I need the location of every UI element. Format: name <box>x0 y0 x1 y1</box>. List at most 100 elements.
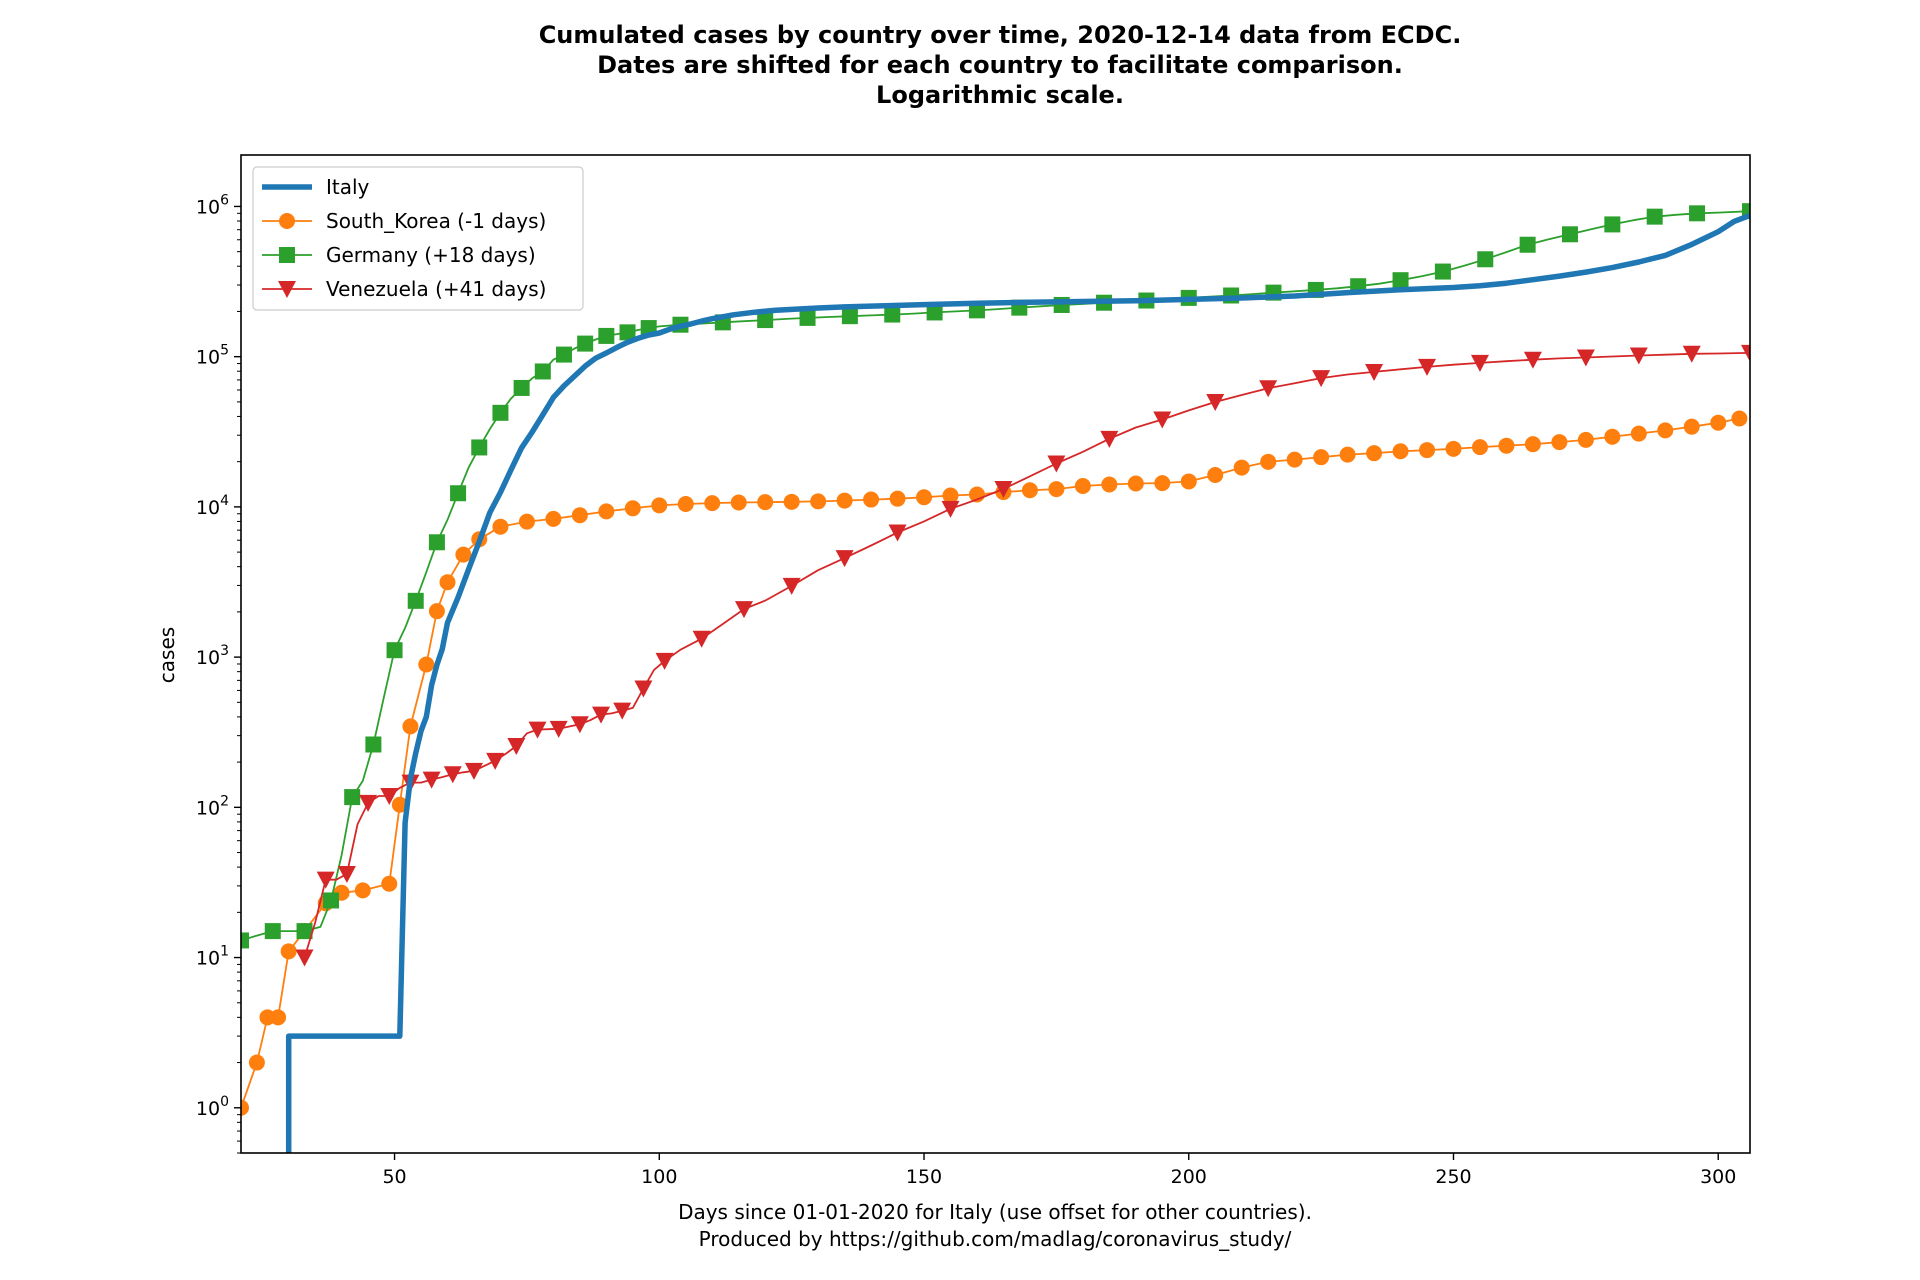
chart-title-line-1: Cumulated cases by country over time, 20… <box>539 21 1462 49</box>
series-point-2-82 <box>1604 216 1621 233</box>
series-point-3-26 <box>570 716 589 734</box>
series-point-1-30 <box>836 492 853 509</box>
series-point-1-33 <box>916 489 933 506</box>
series-point-1-20 <box>571 507 588 524</box>
series-point-3-34 <box>655 652 674 670</box>
series-point-3-20 <box>507 738 526 756</box>
series-point-1-39 <box>1074 478 1091 495</box>
series-point-2-16 <box>428 534 445 551</box>
series-point-2-76 <box>1477 251 1494 268</box>
series-point-1-28 <box>783 493 800 510</box>
series-point-2-20 <box>471 439 488 456</box>
series-point-3-8 <box>380 787 399 805</box>
series-point-1-27 <box>757 494 774 511</box>
x-axis-label-line-1: Days since 01-01-2020 for Italy (use off… <box>678 1200 1312 1224</box>
series-point-1-37 <box>1021 482 1038 499</box>
series-point-2-74 <box>1434 263 1451 280</box>
series-point-2-22 <box>492 404 509 421</box>
x-axis-label-line-2: Produced by https://github.com/madlag/co… <box>699 1227 1292 1251</box>
series-point-3-50 <box>1047 455 1066 473</box>
series-line-0 <box>285 212 1750 1153</box>
x-tick-label-2: 150 <box>906 1166 942 1188</box>
series-point-1-14 <box>439 574 456 591</box>
series-point-3-28 <box>592 706 611 724</box>
y-tick-label-2: 102 <box>196 793 229 819</box>
series-point-2-2 <box>264 923 281 940</box>
series-point-3-52 <box>1100 430 1119 448</box>
series-point-1-53 <box>1445 440 1462 457</box>
series-point-1-60 <box>1630 425 1647 442</box>
series-point-2-34 <box>619 324 636 341</box>
series-point-1-34 <box>942 487 959 504</box>
series-point-3-48 <box>994 480 1013 498</box>
series-point-2-50 <box>926 304 943 321</box>
x-tick-label-0: 50 <box>382 1166 406 1188</box>
legend-marker-3 <box>278 281 296 298</box>
series-point-3-2 <box>316 871 335 889</box>
series-point-1-56 <box>1524 436 1541 453</box>
series-point-1-52 <box>1419 442 1436 459</box>
series-point-1-4 <box>280 943 297 960</box>
series-point-3-38 <box>735 601 753 619</box>
series-point-2-52 <box>968 302 985 319</box>
series-point-1-12 <box>418 656 435 673</box>
series-point-2-48 <box>884 306 901 323</box>
series-point-1-23 <box>651 497 668 514</box>
series-point-1-8 <box>354 882 371 899</box>
series-point-2-28 <box>555 346 572 363</box>
series-point-3-18 <box>486 752 505 770</box>
series-point-3-76 <box>1741 344 1750 362</box>
series-point-1-47 <box>1286 451 1303 468</box>
series-point-3-40 <box>782 577 801 595</box>
series-point-1-9 <box>381 875 398 892</box>
series-point-2-32 <box>598 327 615 344</box>
series-point-2-30 <box>577 335 594 352</box>
series-point-3-16 <box>464 762 483 780</box>
legend-marker-1 <box>279 213 295 229</box>
series-point-3-36 <box>692 630 711 648</box>
series-point-2-80 <box>1561 226 1578 243</box>
series-point-3-74 <box>1682 345 1701 363</box>
series-point-3-66 <box>1470 354 1489 372</box>
legend-label-3: Venezuela (+41 days) <box>326 277 546 301</box>
series-point-1-64 <box>1731 410 1748 427</box>
series-point-2-72 <box>1392 272 1409 289</box>
series-point-1-55 <box>1498 437 1515 454</box>
y-tick-label-5: 105 <box>196 343 229 369</box>
y-tick-label-4: 104 <box>196 493 229 519</box>
series-point-3-56 <box>1206 394 1225 412</box>
series-point-3-0 <box>295 949 314 967</box>
y-axis: 100 101 102 103 104 105 106 <box>196 192 241 1154</box>
series-point-1-45 <box>1233 459 1250 476</box>
y-axis-label: cases <box>155 627 179 683</box>
series-point-1-3 <box>270 1009 287 1026</box>
series-point-1-59 <box>1604 428 1621 445</box>
series-point-2-78 <box>1519 236 1536 253</box>
x-tick-label-5: 300 <box>1700 1166 1736 1188</box>
series-point-2-84 <box>1646 208 1663 225</box>
series-point-2-42 <box>757 312 774 329</box>
series-point-2-8 <box>344 789 361 806</box>
y-tick-label-0: 100 <box>196 1094 229 1120</box>
series-point-2-24 <box>513 379 530 396</box>
series-point-1-29 <box>810 493 827 510</box>
series-point-1-61 <box>1657 422 1674 439</box>
series-point-1-41 <box>1127 475 1144 492</box>
series-point-3-30 <box>613 702 632 720</box>
series-point-3-58 <box>1259 380 1278 398</box>
x-tick-label-3: 200 <box>1171 1166 1207 1188</box>
series-point-3-24 <box>549 720 568 738</box>
series-point-3-60 <box>1312 370 1331 388</box>
series-point-2-6 <box>323 892 340 909</box>
series-point-2-18 <box>450 485 467 502</box>
legend-box <box>252 166 584 311</box>
series-point-1-25 <box>704 495 721 512</box>
series-point-3-68 <box>1523 351 1542 369</box>
series-point-1-24 <box>677 496 694 513</box>
series-point-3-12 <box>422 771 441 789</box>
series-point-1-49 <box>1339 446 1356 463</box>
series-point-2-12 <box>386 642 403 659</box>
series-point-2-0 <box>241 932 249 949</box>
series-point-1-21 <box>598 503 615 520</box>
chart-title-line-2: Dates are shifted for each country to fa… <box>597 51 1403 79</box>
